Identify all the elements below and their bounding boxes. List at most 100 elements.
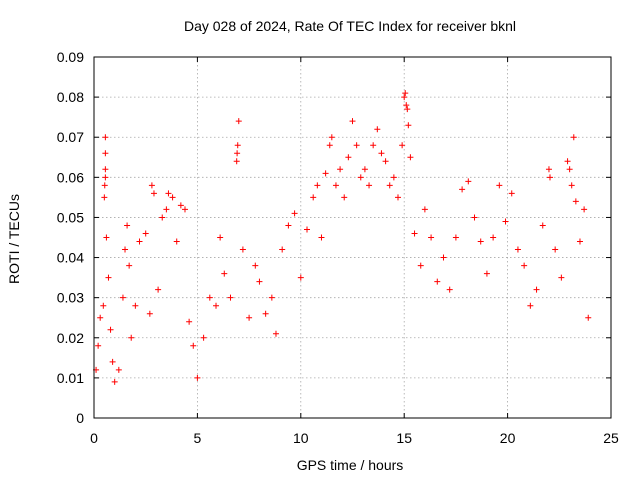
data-point-marker: [399, 142, 406, 149]
data-point-marker: [102, 174, 109, 181]
data-point-marker: [148, 182, 155, 189]
data-point-marker: [405, 122, 412, 129]
data-point-marker: [374, 126, 381, 133]
data-point-marker: [353, 142, 360, 149]
data-point-marker: [370, 142, 377, 149]
x-tick-label: 0: [90, 430, 98, 446]
data-point-marker: [366, 182, 373, 189]
data-point-marker: [566, 166, 573, 173]
x-tick-label: 5: [194, 430, 202, 446]
data-point-marker: [527, 302, 534, 309]
data-point-marker: [514, 246, 521, 253]
data-point-marker: [452, 234, 459, 241]
data-point-marker: [119, 294, 126, 301]
data-point-marker: [227, 294, 234, 301]
data-point-marker: [545, 166, 552, 173]
data-point-marker: [328, 134, 335, 141]
data-point-marker: [521, 262, 528, 269]
data-point-marker: [181, 206, 188, 213]
x-tick-label: 10: [293, 430, 309, 446]
data-point-marker: [124, 222, 131, 229]
data-point-marker: [465, 178, 472, 185]
y-axis-label: ROTI / TECUs: [6, 194, 22, 284]
data-point-marker: [576, 238, 583, 245]
data-point-marker: [291, 210, 298, 217]
data-point-marker: [109, 358, 116, 365]
data-point-marker: [502, 218, 509, 225]
data-point-marker: [177, 202, 184, 209]
y-tick-label: 0.03: [57, 290, 84, 306]
data-point-marker: [122, 246, 129, 253]
data-point-marker: [102, 166, 109, 173]
data-point-marker: [407, 154, 414, 161]
data-point-marker: [190, 342, 197, 349]
data-point-marker: [101, 182, 108, 189]
data-point-marker: [314, 182, 321, 189]
data-point-marker: [322, 170, 329, 177]
data-point-marker: [533, 286, 540, 293]
data-point-marker: [490, 234, 497, 241]
data-point-marker: [262, 310, 269, 317]
data-point-marker: [272, 330, 279, 337]
data-point-marker: [585, 314, 592, 321]
data-point-marker: [459, 186, 466, 193]
data-point-marker: [159, 214, 166, 221]
data-point-marker: [349, 118, 356, 125]
data-point-marker: [103, 234, 110, 241]
axis-ticks: [93, 56, 612, 419]
plot-frame: [93, 56, 612, 419]
data-point-marker: [508, 190, 515, 197]
data-point-marker: [126, 262, 133, 269]
data-point-marker: [297, 274, 304, 281]
y-tick-label: 0.01: [57, 370, 84, 386]
data-point-marker: [285, 222, 292, 229]
data-point-marker: [428, 234, 435, 241]
data-point-marker: [115, 366, 122, 373]
data-point-marker: [155, 286, 162, 293]
data-point-marker: [568, 182, 575, 189]
data-point-marker: [564, 158, 571, 165]
data-point-marker: [234, 150, 241, 157]
data-point-marker: [326, 142, 333, 149]
data-point-marker: [552, 246, 559, 253]
data-point-marker: [136, 238, 143, 245]
data-point-marker: [102, 150, 109, 157]
y-tick-label: 0: [76, 410, 84, 426]
data-point-marker: [163, 206, 170, 213]
data-point-marker: [404, 106, 411, 113]
data-point-marker: [572, 198, 579, 205]
data-point-marker: [95, 342, 102, 349]
data-point-marker: [390, 174, 397, 181]
data-point-marker: [411, 230, 418, 237]
data-point-marker: [440, 254, 447, 261]
data-point-marker: [539, 222, 546, 229]
y-tick-label: 0.09: [57, 49, 84, 65]
data-point-marker: [213, 302, 220, 309]
data-point-marker: [337, 166, 344, 173]
data-point-marker: [100, 302, 107, 309]
y-tick-label: 0.02: [57, 330, 84, 346]
chart-title: Day 028 of 2024, Rate Of TEC Index for r…: [184, 18, 516, 34]
tick-labels: 0 5 10 15 20 25 0 0.01 0.02 0.03 0.04 0.05 0.06 0.07 0…: [57, 49, 619, 446]
data-point-marker: [97, 314, 104, 321]
data-point-marker: [401, 94, 408, 101]
x-tick-label: 15: [396, 430, 412, 446]
data-point-marker: [111, 378, 118, 385]
data-point-marker: [105, 274, 112, 281]
x-axis-label: GPS time / hours: [297, 457, 404, 473]
data-point-marker: [496, 182, 503, 189]
y-tick-label: 0.04: [57, 250, 84, 266]
x-tick-label: 20: [500, 430, 516, 446]
data-point-marker: [233, 158, 240, 165]
data-point-marker: [386, 182, 393, 189]
data-point-marker: [421, 206, 428, 213]
data-point-marker: [217, 234, 224, 241]
data-point-marker: [581, 206, 588, 213]
data-point-marker: [142, 230, 149, 237]
data-point-marker: [165, 190, 172, 197]
data-point-marker: [546, 174, 553, 181]
data-point-marker: [332, 182, 339, 189]
data-point-marker: [361, 166, 368, 173]
data-point-marker: [268, 294, 275, 301]
data-point-marker: [102, 134, 109, 141]
